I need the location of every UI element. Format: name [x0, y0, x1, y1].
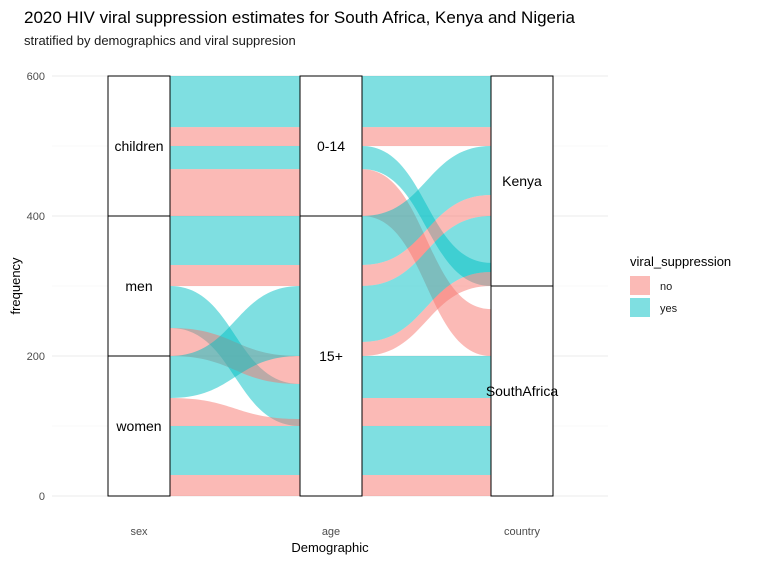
flow-no: [170, 475, 300, 496]
stratum-men: [107, 215, 171, 357]
flow-yes: [362, 356, 491, 398]
stratum-label: SouthAfrica: [486, 383, 559, 399]
stratum-label: women: [115, 418, 161, 434]
legend-label: yes: [660, 303, 678, 315]
flow-no: [362, 127, 491, 146]
flow-yes: [170, 146, 300, 170]
flow-yes: [362, 76, 491, 128]
x-axis-title: Demographic: [291, 540, 369, 555]
legend-key-no: [630, 276, 650, 295]
y-tick-label: 600: [27, 71, 45, 83]
x-tick-label: sex: [130, 526, 148, 538]
flow-no: [170, 398, 300, 426]
flow-no: [170, 169, 300, 216]
flow-no: [170, 265, 300, 286]
stratum-label: 0-14: [317, 138, 345, 154]
flow-yes: [170, 286, 300, 398]
stratum-label: men: [125, 278, 152, 294]
chart-subtitle: stratified by demographics and viral sup…: [24, 33, 296, 48]
flow-no: [362, 272, 491, 356]
stratum-label: children: [114, 138, 163, 154]
flow-no: [170, 127, 300, 146]
flow-no: [362, 398, 491, 426]
flow-yes: [362, 146, 491, 265]
stratum-southafrica: [490, 285, 554, 497]
y-tick-label: 200: [27, 351, 45, 363]
y-axis-title: frequency: [8, 257, 23, 315]
stratum-children: [107, 75, 171, 217]
strata: children men women 0-14 15+ Kenya SouthAfrica: [107, 75, 559, 497]
stratum-kenya: [490, 75, 554, 287]
y-tick-label: 0: [39, 491, 45, 503]
legend-key-yes: [630, 298, 650, 317]
legend: viral_suppression no yes: [630, 254, 731, 317]
flow-yes: [170, 76, 300, 128]
stratum-women: [107, 355, 171, 497]
flow-no: [362, 195, 491, 286]
x-tick-label: country: [504, 526, 541, 538]
legend-title: viral_suppression: [630, 254, 731, 269]
flow-yes: [170, 426, 300, 475]
stratum-15+: [299, 215, 363, 497]
stratum-0-14: [299, 75, 363, 217]
flow-yes: [362, 426, 491, 475]
x-tick-label: age: [322, 526, 340, 538]
flow-no: [362, 475, 491, 496]
flows: [170, 76, 491, 496]
stratum-label: Kenya: [502, 173, 542, 189]
axis-ticks: 0 200 400 600 sex age country: [27, 71, 541, 538]
flow-yes: [362, 216, 491, 342]
chart-title: 2020 HIV viral suppression estimates for…: [24, 8, 575, 27]
legend-label: no: [660, 281, 672, 293]
y-tick-label: 400: [27, 211, 45, 223]
stratum-label: 15+: [319, 348, 343, 364]
flow-yes: [170, 216, 300, 265]
